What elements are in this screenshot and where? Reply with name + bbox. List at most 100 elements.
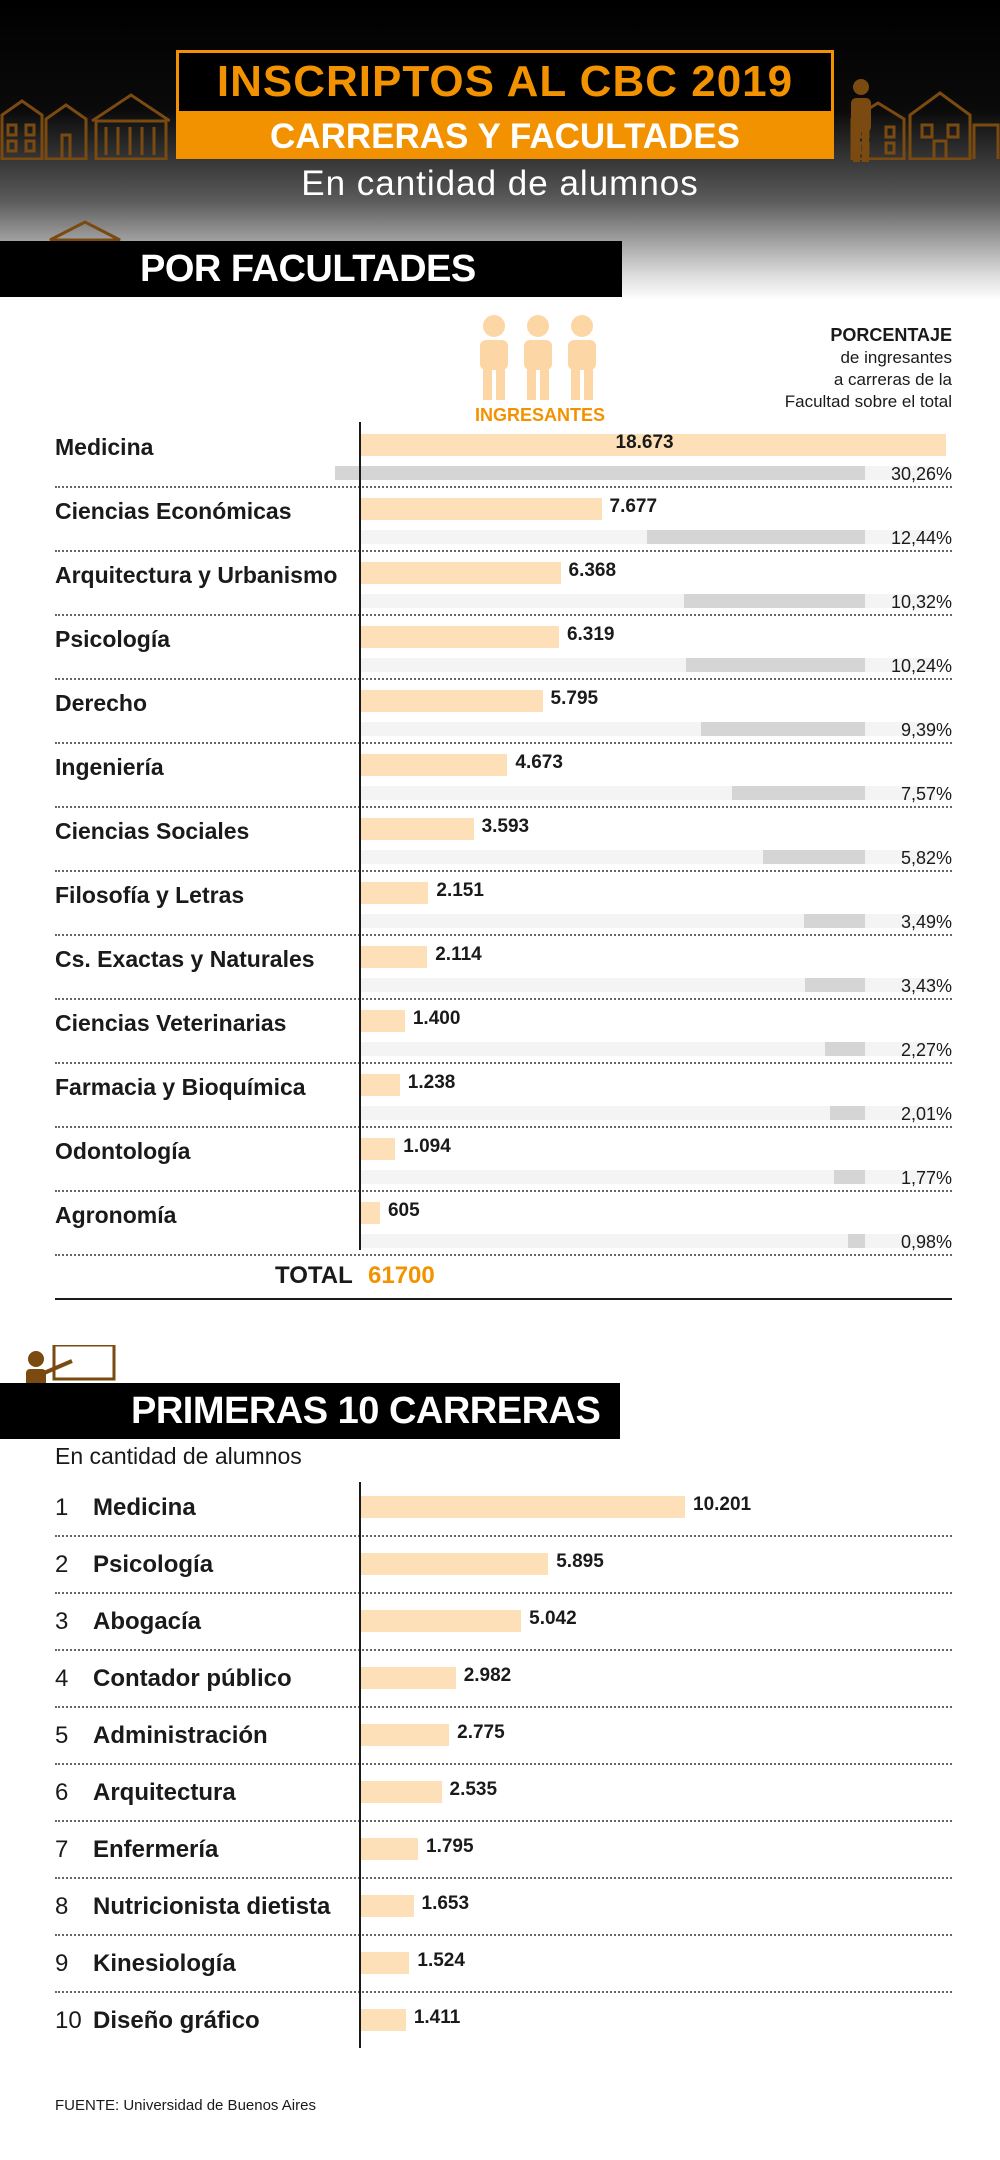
row-divider (55, 870, 952, 872)
ingresantes-bar (361, 946, 428, 968)
carrera-rank: 8 (55, 1893, 69, 1920)
ingresantes-value: 6.319 (566, 624, 615, 645)
carrera-rank: 9 (55, 1950, 69, 1977)
carrera-label: Medicina (93, 1494, 196, 1521)
carrera-value: 5.042 (529, 1608, 577, 1629)
carrera-rank: 10 (55, 2007, 82, 2034)
header-caption: En cantidad de alumnos (301, 164, 699, 203)
carrera-value: 1.653 (421, 1893, 470, 1914)
carreras-axis (359, 1482, 361, 2048)
porcentaje-track (361, 978, 935, 992)
facultad-label: Cs. Exactas y Naturales (55, 946, 315, 972)
carrera-rank: 3 (55, 1608, 69, 1635)
row-divider (55, 614, 952, 616)
porcentaje-value: 2,01% (900, 1104, 952, 1124)
carrera-rank: 1 (55, 1494, 69, 1521)
legend-pct-line2: a carreras de la (833, 370, 952, 389)
carrera-row: 9 Kinesiología 1.524 (55, 1936, 952, 1993)
row-divider (55, 1820, 952, 1822)
ingresantes-bar (361, 626, 559, 648)
carrera-label: Administración (93, 1722, 268, 1749)
facultad-row: Agronomía 605 0,98% (55, 1192, 952, 1256)
carrera-value: 2.535 (449, 1779, 498, 1800)
facultades-axis (359, 422, 361, 1250)
porcentaje-bar (803, 914, 865, 928)
porcentaje-value: 10,24% (890, 656, 952, 676)
porcentaje-value: 7,57% (900, 784, 952, 804)
porcentaje-bar (804, 978, 865, 992)
ingresantes-value: 4.673 (515, 752, 563, 773)
ingresantes-bar (361, 818, 474, 840)
carrera-row: 1 Medicina 10.201 (55, 1480, 952, 1537)
carrera-rank: 2 (55, 1551, 69, 1578)
legend-pct-title: PORCENTAJE (830, 325, 952, 345)
carrera-rank: 7 (55, 1836, 69, 1863)
porcentaje-value: 30,26% (890, 464, 952, 484)
ingresantes-bar (361, 1202, 380, 1224)
ingresantes-value: 6.368 (568, 560, 617, 581)
carrera-row: 6 Arquitectura 2.535 (55, 1765, 952, 1822)
porcentaje-value: 10,32% (890, 592, 952, 612)
row-divider (55, 1706, 952, 1708)
ingresantes-value: 2.151 (436, 880, 484, 901)
row-divider (55, 1763, 952, 1765)
carrera-label: Nutricionista dietista (93, 1893, 331, 1920)
main-title: INSCRIPTOS AL CBC 2019 (176, 50, 834, 114)
porcentaje-value: 9,39% (900, 720, 952, 740)
facultad-row: Psicología 6.319 10,24% (55, 616, 952, 680)
ingresantes-value: 605 (387, 1200, 420, 1221)
carrera-row: 5 Administración 2.775 (55, 1708, 952, 1765)
carrera-rank: 4 (55, 1665, 69, 1692)
carrera-label: Kinesiología (93, 1950, 236, 1977)
carrera-bar (361, 2009, 406, 2031)
carrera-row: 7 Enfermería 1.795 (55, 1822, 952, 1879)
students-group-icon (480, 315, 596, 400)
total-value: 61700 (368, 1262, 435, 1289)
carrera-value: 10.201 (693, 1494, 752, 1515)
facultad-row: Arquitectura y Urbanismo 6.368 10,32% (55, 552, 952, 616)
ingresantes-bar (361, 690, 543, 712)
ingresantes-bar (361, 498, 602, 520)
row-divider (55, 486, 952, 488)
porcentaje-value: 0,98% (900, 1232, 952, 1252)
facultad-row: Ciencias Veterinarias 1.400 2,27% (55, 1000, 952, 1064)
carrera-bar (361, 1838, 418, 1860)
carreras-caption: En cantidad de alumnos (55, 1443, 302, 1469)
porcentaje-bar (825, 1042, 865, 1056)
facultad-label: Odontología (55, 1138, 191, 1164)
facultad-label: Agronomía (55, 1202, 177, 1228)
ingresantes-bar (361, 1010, 405, 1032)
legend-ingresantes: INGRESANTES (474, 405, 606, 425)
porcentaje-bar (685, 658, 865, 672)
ingresantes-value: 18.673 (615, 432, 674, 453)
row-divider (55, 1649, 952, 1651)
facultad-row: Ingeniería 4.673 7,57% (55, 744, 952, 808)
porcentaje-track (361, 914, 935, 928)
carrera-label: Diseño gráfico (93, 2007, 260, 2034)
ingresantes-value: 1.400 (412, 1008, 461, 1029)
porcentaje-value: 1,77% (900, 1168, 952, 1188)
carrera-rank: 5 (55, 1722, 69, 1749)
ingresantes-bar (361, 1138, 396, 1160)
row-divider (55, 1991, 952, 1993)
student-icon (851, 79, 871, 162)
porcentaje-bar (335, 466, 865, 480)
ingresantes-value: 2.114 (435, 944, 482, 965)
facultad-row: Odontología 1.094 1,77% (55, 1128, 952, 1192)
carrera-value: 2.982 (463, 1665, 512, 1686)
carrera-label: Psicología (93, 1551, 214, 1578)
porcentaje-track (361, 1106, 935, 1120)
row-divider (55, 1254, 952, 1256)
carrera-row: 3 Abogacía 5.042 (55, 1594, 952, 1651)
facultad-label: Farmacia y Bioquímica (55, 1074, 306, 1100)
porcentaje-track (361, 1042, 935, 1056)
carrera-bar (361, 1781, 442, 1803)
carrera-value: 1.524 (417, 1950, 465, 1971)
source-note: FUENTE: Universidad de Buenos Aires (55, 2097, 316, 2114)
facultad-row: Derecho 5.795 9,39% (55, 680, 952, 744)
carrera-value: 1.795 (426, 1836, 474, 1857)
carrera-rank: 6 (55, 1779, 69, 1806)
row-divider (55, 1934, 952, 1936)
facultad-label: Arquitectura y Urbanismo (55, 562, 338, 588)
row-divider (55, 998, 952, 1000)
